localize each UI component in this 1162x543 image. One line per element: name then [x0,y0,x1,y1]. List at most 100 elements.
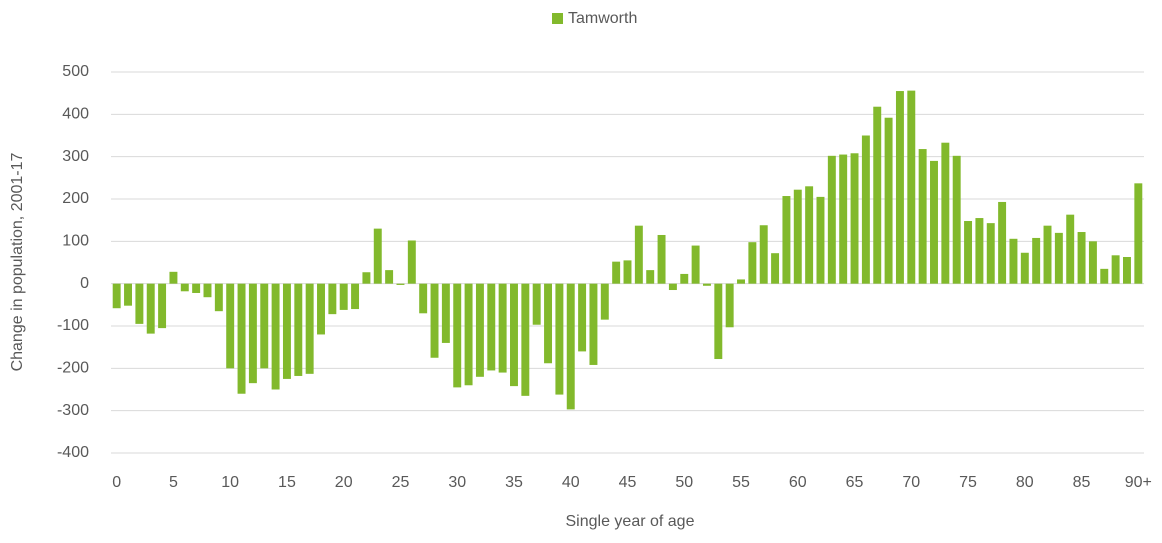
bar [578,283,587,352]
bar [282,283,291,379]
bar [124,283,133,306]
bar [1066,214,1075,284]
bar [895,91,904,284]
bar [532,283,541,325]
bar [1054,232,1063,284]
bar [634,225,643,284]
bar [782,196,791,284]
bar [918,149,927,284]
bar [1088,241,1097,284]
x-tick-label: 20 [335,474,353,491]
bar [373,228,382,284]
x-tick-label: 5 [169,474,178,491]
y-tick-label: 400 [62,106,89,123]
bar [487,283,496,371]
y-tick-label: -200 [57,360,89,377]
bar [986,223,995,284]
bar [1020,252,1029,284]
bar [691,245,700,284]
x-tick-label: 50 [675,474,693,491]
bar [351,283,360,310]
bar [317,283,325,335]
bar [419,283,428,314]
x-tick-label: 15 [278,474,296,491]
x-tick-label: 10 [221,474,239,491]
y-tick-label: 200 [62,190,89,207]
bar [952,155,961,284]
bar [1134,183,1143,284]
bar [1077,232,1086,284]
bar [589,283,598,365]
bar [964,221,973,284]
bar [1043,225,1052,284]
y-tick-label: 0 [80,275,89,292]
bar [135,283,144,324]
bar [1009,238,1018,284]
x-tick-label: 80 [1016,474,1034,491]
bar [226,283,235,369]
bar [873,106,882,284]
x-tick-label: 35 [505,474,523,491]
bar [1122,256,1131,284]
bar [1100,268,1109,284]
bar [430,283,439,358]
bar [305,283,314,374]
bar [169,271,178,284]
bar [521,283,530,396]
x-tick-label: 60 [789,474,807,491]
bar [612,261,621,284]
bar [657,234,666,284]
y-tick-label: 100 [62,233,89,250]
bar [725,283,734,328]
bar [771,253,780,284]
bar [930,160,938,284]
bar [668,283,677,291]
x-tick-label: 65 [846,474,864,491]
bar [510,283,518,387]
bar [805,186,814,284]
bar [294,283,303,376]
x-axis-label: Single year of age [566,513,695,530]
bar [248,283,257,384]
bar [464,283,473,386]
bar [475,283,484,377]
bar [214,283,223,312]
bar [975,218,984,284]
bar [759,225,768,284]
x-tick-label: 75 [959,474,977,491]
bar [441,283,450,343]
y-tick-label: -100 [57,317,89,334]
x-tick-label: 70 [902,474,920,491]
y-axis-label: Change in population, 2001-17 [9,152,26,371]
bar [271,283,280,390]
bar [680,273,689,284]
bar [748,242,757,284]
bar [362,272,371,284]
bar [180,283,189,292]
bar [544,283,553,364]
legend-swatch [552,13,563,24]
bar [623,260,632,284]
bar [600,283,609,320]
bar [385,270,394,284]
bar [328,283,337,315]
bar [146,283,155,334]
bar [941,142,950,284]
bar [203,283,212,298]
bar [453,283,462,388]
y-tick-label: -400 [57,444,89,461]
bar [793,189,802,284]
bar [827,155,836,284]
bar [1032,237,1041,284]
bar [555,283,564,395]
x-tick-label: 90+ [1125,474,1152,491]
bar [646,270,655,284]
bar [816,196,825,284]
bar [884,117,893,284]
bar [237,283,246,394]
bar [407,240,416,284]
bar [396,283,405,285]
bar [907,90,916,284]
x-tick-label: 85 [1073,474,1091,491]
